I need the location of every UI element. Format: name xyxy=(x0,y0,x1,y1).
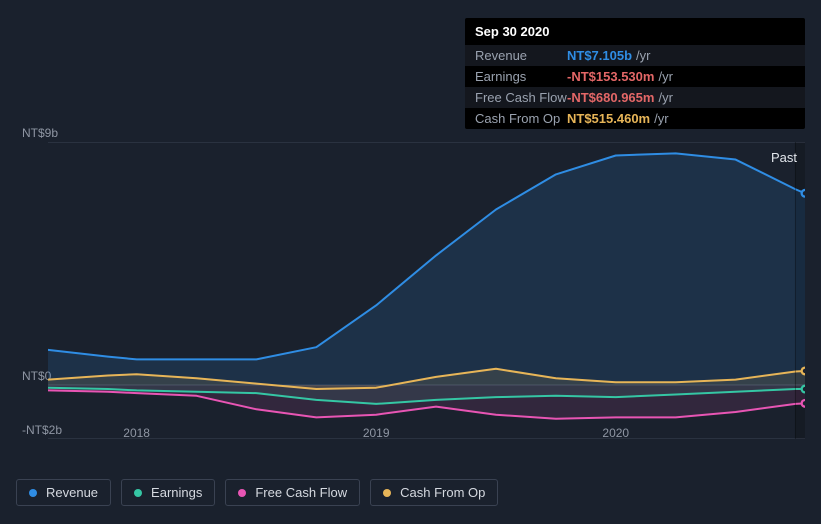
tooltip-row: RevenueNT$7.105b/yr xyxy=(465,45,805,66)
chart-svg xyxy=(48,142,805,439)
legend: Revenue Earnings Free Cash Flow Cash From O… xyxy=(16,479,498,506)
tooltip-row-value: -NT$680.965m xyxy=(567,90,654,105)
tooltip-row-label: Earnings xyxy=(475,69,567,84)
tooltip-body: RevenueNT$7.105b/yrEarnings-NT$153.530m/… xyxy=(465,45,805,129)
tooltip-row-suffix: /yr xyxy=(658,90,672,105)
legend-label: Cash From Op xyxy=(400,485,485,500)
tooltip-row-suffix: /yr xyxy=(658,69,672,84)
y-tick-label: NT$0 xyxy=(22,369,51,383)
legend-label: Free Cash Flow xyxy=(255,485,347,500)
past-label: Past xyxy=(771,150,797,165)
legend-label: Revenue xyxy=(46,485,98,500)
legend-item-earnings[interactable]: Earnings xyxy=(121,479,215,506)
legend-dot-icon xyxy=(238,489,246,497)
legend-item-cfo[interactable]: Cash From Op xyxy=(370,479,498,506)
tooltip-row-value: NT$7.105b xyxy=(567,48,632,63)
plot-area[interactable] xyxy=(48,142,805,439)
tooltip-row-label: Revenue xyxy=(475,48,567,63)
legend-label: Earnings xyxy=(151,485,202,500)
legend-dot-icon xyxy=(383,489,391,497)
tooltip-row: Cash From OpNT$515.460m/yr xyxy=(465,108,805,129)
tooltip-row: Free Cash Flow-NT$680.965m/yr xyxy=(465,87,805,108)
tooltip-row-suffix: /yr xyxy=(636,48,650,63)
tooltip-row-label: Cash From Op xyxy=(475,111,567,126)
tooltip-row-value: NT$515.460m xyxy=(567,111,650,126)
legend-dot-icon xyxy=(134,489,142,497)
tooltip-row: Earnings-NT$153.530m/yr xyxy=(465,66,805,87)
legend-dot-icon xyxy=(29,489,37,497)
tooltip-row-suffix: /yr xyxy=(654,111,668,126)
tooltip-date: Sep 30 2020 xyxy=(465,18,805,45)
y-tick-label: NT$9b xyxy=(22,126,58,140)
legend-item-revenue[interactable]: Revenue xyxy=(16,479,111,506)
tooltip-row-label: Free Cash Flow xyxy=(475,90,567,105)
legend-item-fcf[interactable]: Free Cash Flow xyxy=(225,479,360,506)
data-tooltip: Sep 30 2020 RevenueNT$7.105b/yrEarnings-… xyxy=(465,18,805,129)
tooltip-row-value: -NT$153.530m xyxy=(567,69,654,84)
